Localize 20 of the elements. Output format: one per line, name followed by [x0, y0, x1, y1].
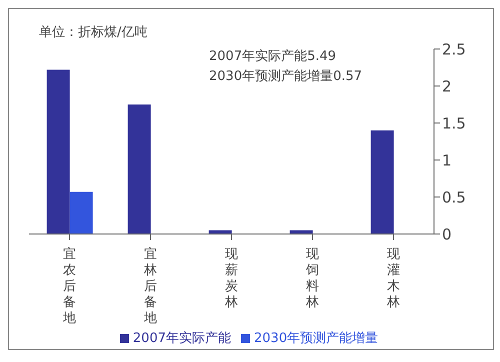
x-tick-label: 现薪炭林: [224, 247, 238, 310]
x-tick-label: 现饲料林: [305, 247, 319, 310]
y-tick-label: 2.5: [442, 40, 466, 58]
y-tick-label: 1.5: [442, 114, 466, 132]
y-tick-label: 0: [442, 225, 452, 244]
y-tick-label: 0.5: [442, 188, 466, 206]
annotation: 2007年实际产能5.49: [209, 48, 338, 66]
x-tick-label: 现灌木林: [386, 247, 400, 310]
legend-label: 2007年实际产能: [132, 331, 231, 346]
x-tick-label: 宜林后备地: [143, 246, 157, 326]
bar: [46, 70, 70, 234]
bar: [128, 104, 151, 234]
bar: [370, 130, 394, 234]
x-tick-label: 宜农后备地: [62, 246, 76, 326]
y-axis-title: 单位：折标煤/亿吨: [39, 24, 148, 41]
annotation: 2030年预测产能增量0.57: [209, 68, 362, 86]
y-tick-label: 2: [442, 77, 452, 96]
y-tick-label: 1: [442, 151, 452, 170]
bar: [70, 192, 93, 234]
legend-label: 2030年预测产能增量: [254, 331, 378, 346]
